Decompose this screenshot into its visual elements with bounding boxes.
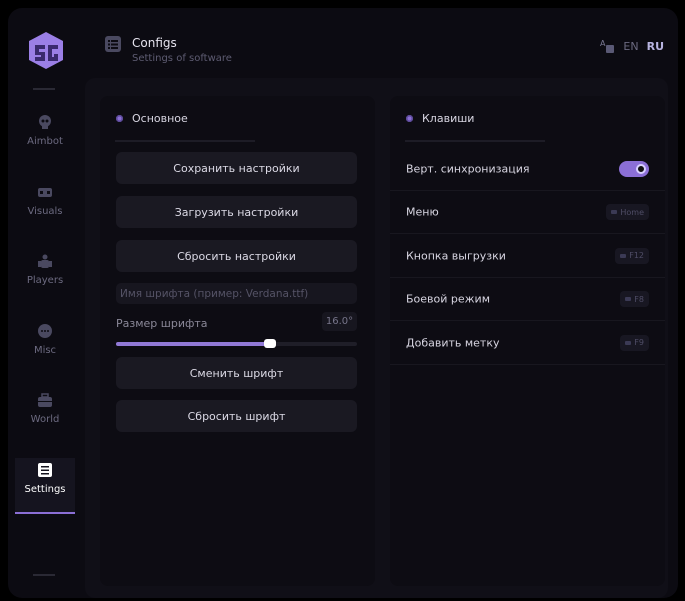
- save-settings-button[interactable]: Сохранить настройки: [116, 152, 357, 184]
- keybind-label: Меню: [406, 205, 439, 219]
- sidebar-item-label: Aimbot: [27, 136, 63, 147]
- reset-font-button[interactable]: Сбросить шрифт: [116, 400, 357, 432]
- sidebar-item-visuals[interactable]: Visuals: [15, 180, 75, 236]
- list-icon: [105, 36, 121, 52]
- keybind-row: Меню Home: [390, 191, 665, 234]
- sidebar-item-world[interactable]: World: [15, 388, 75, 444]
- keybind-key: F8: [634, 294, 644, 304]
- keybind-button[interactable]: Home: [606, 204, 649, 220]
- keybind-row: Боевой режим F8: [390, 278, 665, 321]
- keybind-button[interactable]: F12: [615, 247, 649, 264]
- keybind-row: Добавить метку F9: [390, 322, 665, 365]
- briefcase-icon: [38, 393, 52, 407]
- font-size-value[interactable]: 16.0°: [322, 312, 357, 331]
- keyboard-icon: [620, 253, 627, 258]
- keyboard-icon: [625, 297, 632, 301]
- sidebar-item-label: Players: [26, 275, 64, 286]
- bullet-icon: [406, 115, 413, 122]
- svg-text:A: A: [600, 39, 606, 48]
- divider: [33, 88, 55, 90]
- app-window: Aimbot Visuals Players Misc World Settings Co…: [8, 8, 678, 598]
- divider: [115, 140, 255, 142]
- font-size-slider[interactable]: [116, 339, 357, 348]
- keybind-label: Боевой режим: [406, 292, 491, 306]
- sidebar-item-players[interactable]: Players: [15, 249, 75, 305]
- change-font-button[interactable]: Сменить шрифт: [116, 357, 357, 389]
- section-title: Клавиши: [422, 112, 475, 125]
- font-name-input[interactable]: [116, 283, 357, 304]
- divider: [33, 574, 55, 576]
- vsync-row: Верт. синхронизация: [390, 148, 665, 191]
- sidebar-item-label: Visuals: [27, 205, 63, 217]
- keybind-key: Home: [620, 207, 644, 217]
- vsync-toggle[interactable]: [619, 161, 649, 177]
- slider-thumb[interactable]: [264, 339, 277, 348]
- language-switch: A EN RU: [599, 38, 664, 54]
- vsync-label: Верт. синхронизация: [406, 162, 530, 176]
- keybind-key: F12: [629, 251, 644, 260]
- keyboard-icon: [611, 210, 618, 214]
- keybind-key: F9: [634, 338, 644, 347]
- users-icon: [38, 254, 52, 268]
- keybind-row: Кнопка выгрузки F12: [390, 235, 665, 278]
- sidebar-item-aimbot[interactable]: Aimbot: [15, 110, 75, 166]
- sidebar-item-label: Misc: [33, 344, 57, 356]
- keys-card: Клавиши Верт. синхронизация Меню Home Кноп…: [390, 96, 665, 586]
- font-size-label: Размер шрифта: [116, 317, 208, 330]
- keybind-button[interactable]: F9: [620, 334, 649, 351]
- sidebar-item-label: World: [30, 414, 60, 425]
- main-settings-card: Основное Сохранить настройки Загрузить н…: [100, 96, 375, 586]
- content-panel: Основное Сохранить настройки Загрузить н…: [85, 78, 668, 598]
- chat-icon: [38, 323, 52, 338]
- reset-settings-button[interactable]: Сбросить настройки: [116, 240, 357, 272]
- keybind-label: Кнопка выгрузки: [406, 249, 506, 262]
- sidebar-item-misc[interactable]: Misc: [15, 319, 75, 375]
- lang-en[interactable]: EN: [623, 39, 639, 53]
- skull-icon: [39, 115, 51, 129]
- vr-headset-icon: [38, 187, 52, 197]
- sidebar-item-settings[interactable]: Settings: [15, 457, 75, 514]
- keybind-button[interactable]: F8: [620, 291, 649, 307]
- page-title: Configs: [132, 36, 177, 50]
- translate-icon: A: [600, 39, 615, 53]
- load-settings-button[interactable]: Загрузить настройки: [116, 196, 357, 228]
- slider-fill: [116, 342, 271, 346]
- list-icon: [38, 462, 52, 477]
- sidebar: Aimbot Visuals Players Misc World Settings: [8, 8, 85, 598]
- lang-ru[interactable]: RU: [646, 39, 664, 53]
- sidebar-item-label: Settings: [24, 483, 66, 495]
- section-title: Основное: [132, 112, 188, 125]
- divider: [405, 140, 545, 142]
- keyboard-icon: [625, 340, 632, 345]
- logo-icon: [29, 32, 63, 69]
- bullet-icon: [116, 115, 123, 122]
- page-subtitle: Settings of software: [132, 53, 232, 64]
- keybind-label: Добавить метку: [406, 336, 500, 349]
